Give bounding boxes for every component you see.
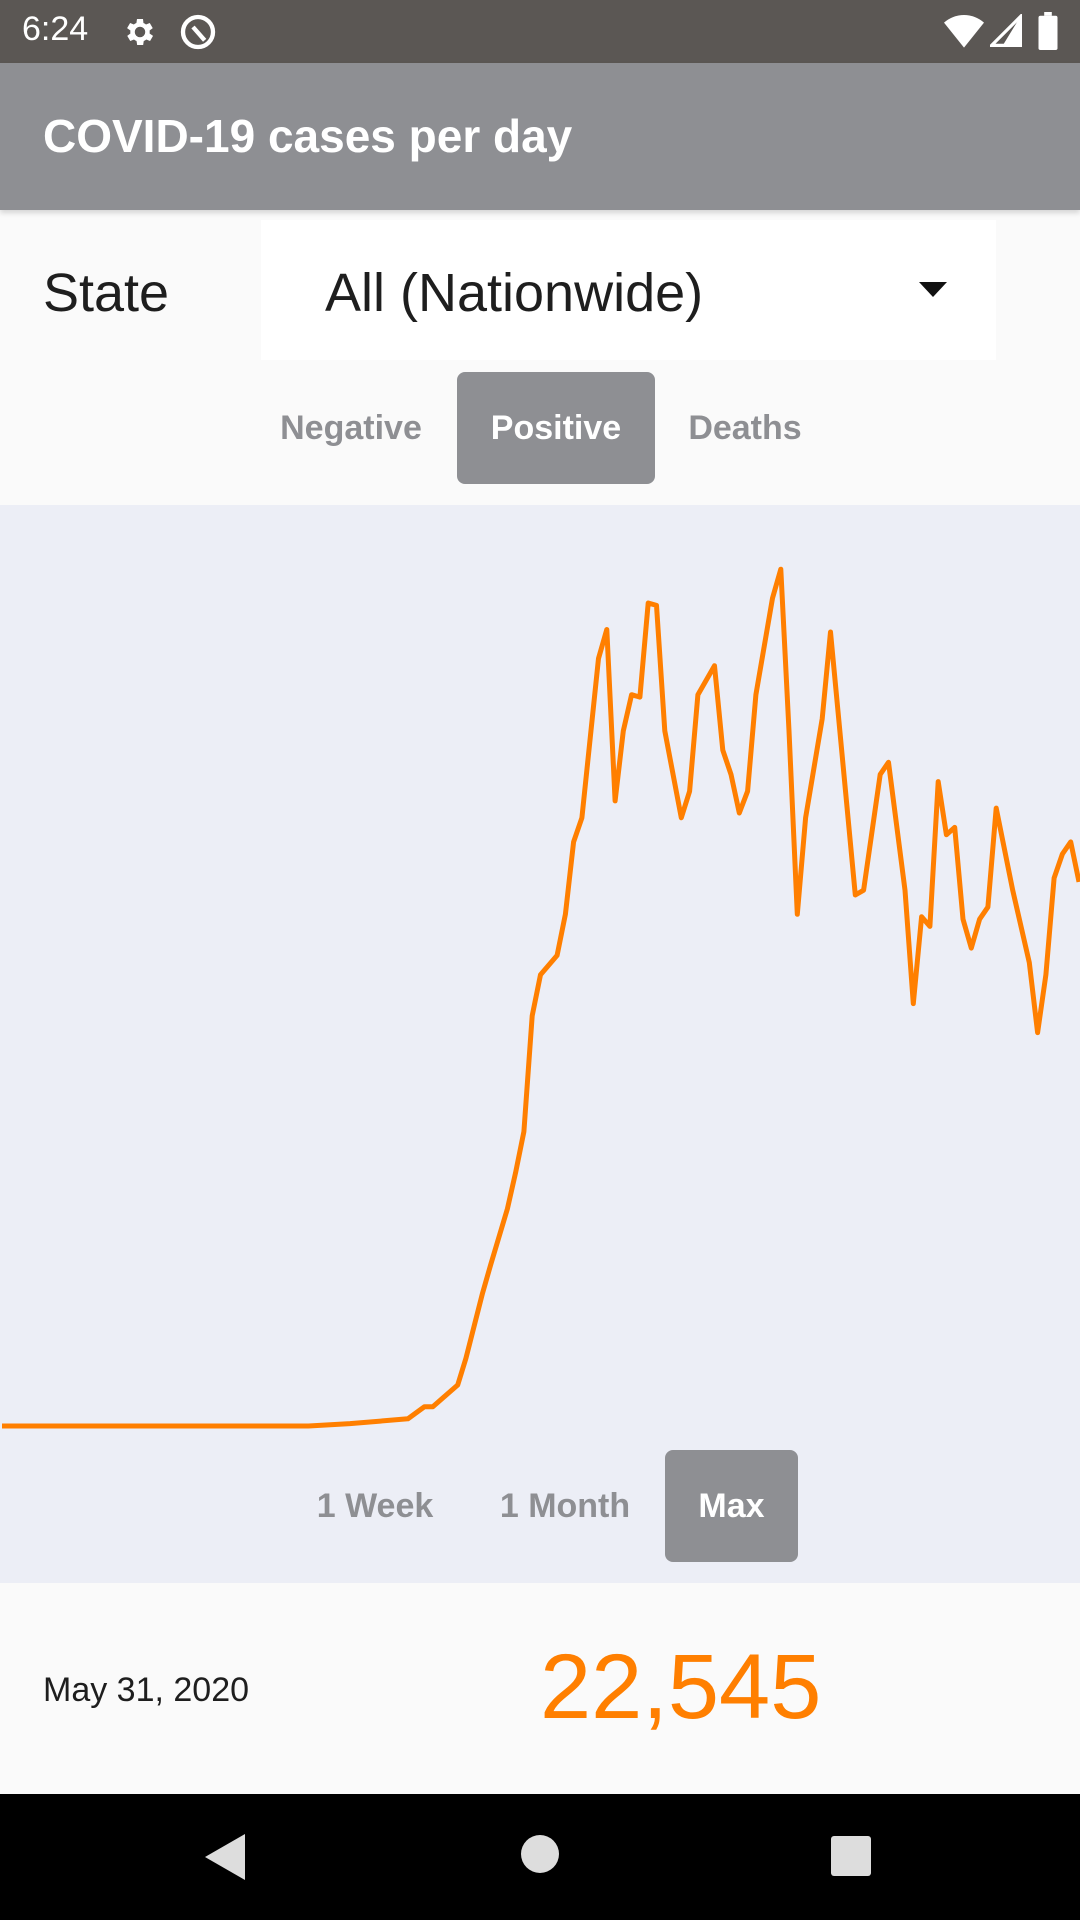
range-1-week[interactable]: 1 Week xyxy=(316,1487,434,1525)
wifi-icon xyxy=(944,15,984,48)
readout-value: 22,545 xyxy=(540,1636,822,1738)
navigation-bar xyxy=(0,1794,1080,1920)
chart-area[interactable]: 1 Week 1 Month Max xyxy=(0,505,1080,1583)
gear-icon xyxy=(127,18,154,46)
signal-icon xyxy=(990,14,1022,47)
app-bar: COVID-19 cases per day xyxy=(0,63,1080,210)
tab-positive[interactable]: Positive xyxy=(457,372,655,484)
tab-negative[interactable]: Negative xyxy=(280,409,422,447)
readout-date: May 31, 2020 xyxy=(43,1671,250,1709)
state-label: State xyxy=(43,263,170,323)
battery-icon xyxy=(1038,12,1058,50)
status-bar: 6:24 xyxy=(0,0,1080,63)
back-icon[interactable] xyxy=(205,1834,245,1880)
state-dropdown[interactable]: All (Nationwide) xyxy=(261,220,996,360)
range-max[interactable]: Max xyxy=(665,1450,798,1562)
status-time: 6:24 xyxy=(22,10,89,48)
cases-line-chart xyxy=(2,566,1080,1429)
series-line xyxy=(2,566,1080,1429)
tab-deaths[interactable]: Deaths xyxy=(688,409,802,447)
state-selected-value: All (Nationwide) xyxy=(325,263,704,323)
home-icon[interactable] xyxy=(520,1834,560,1874)
range-1-month[interactable]: 1 Month xyxy=(499,1487,631,1525)
readout-panel: May 31, 2020 22,545 xyxy=(0,1583,1080,1794)
page-title: COVID-19 cases per day xyxy=(43,110,573,162)
app-q-icon xyxy=(180,14,216,50)
dropdown-arrow-icon xyxy=(919,282,947,297)
recents-icon[interactable] xyxy=(831,1836,871,1876)
